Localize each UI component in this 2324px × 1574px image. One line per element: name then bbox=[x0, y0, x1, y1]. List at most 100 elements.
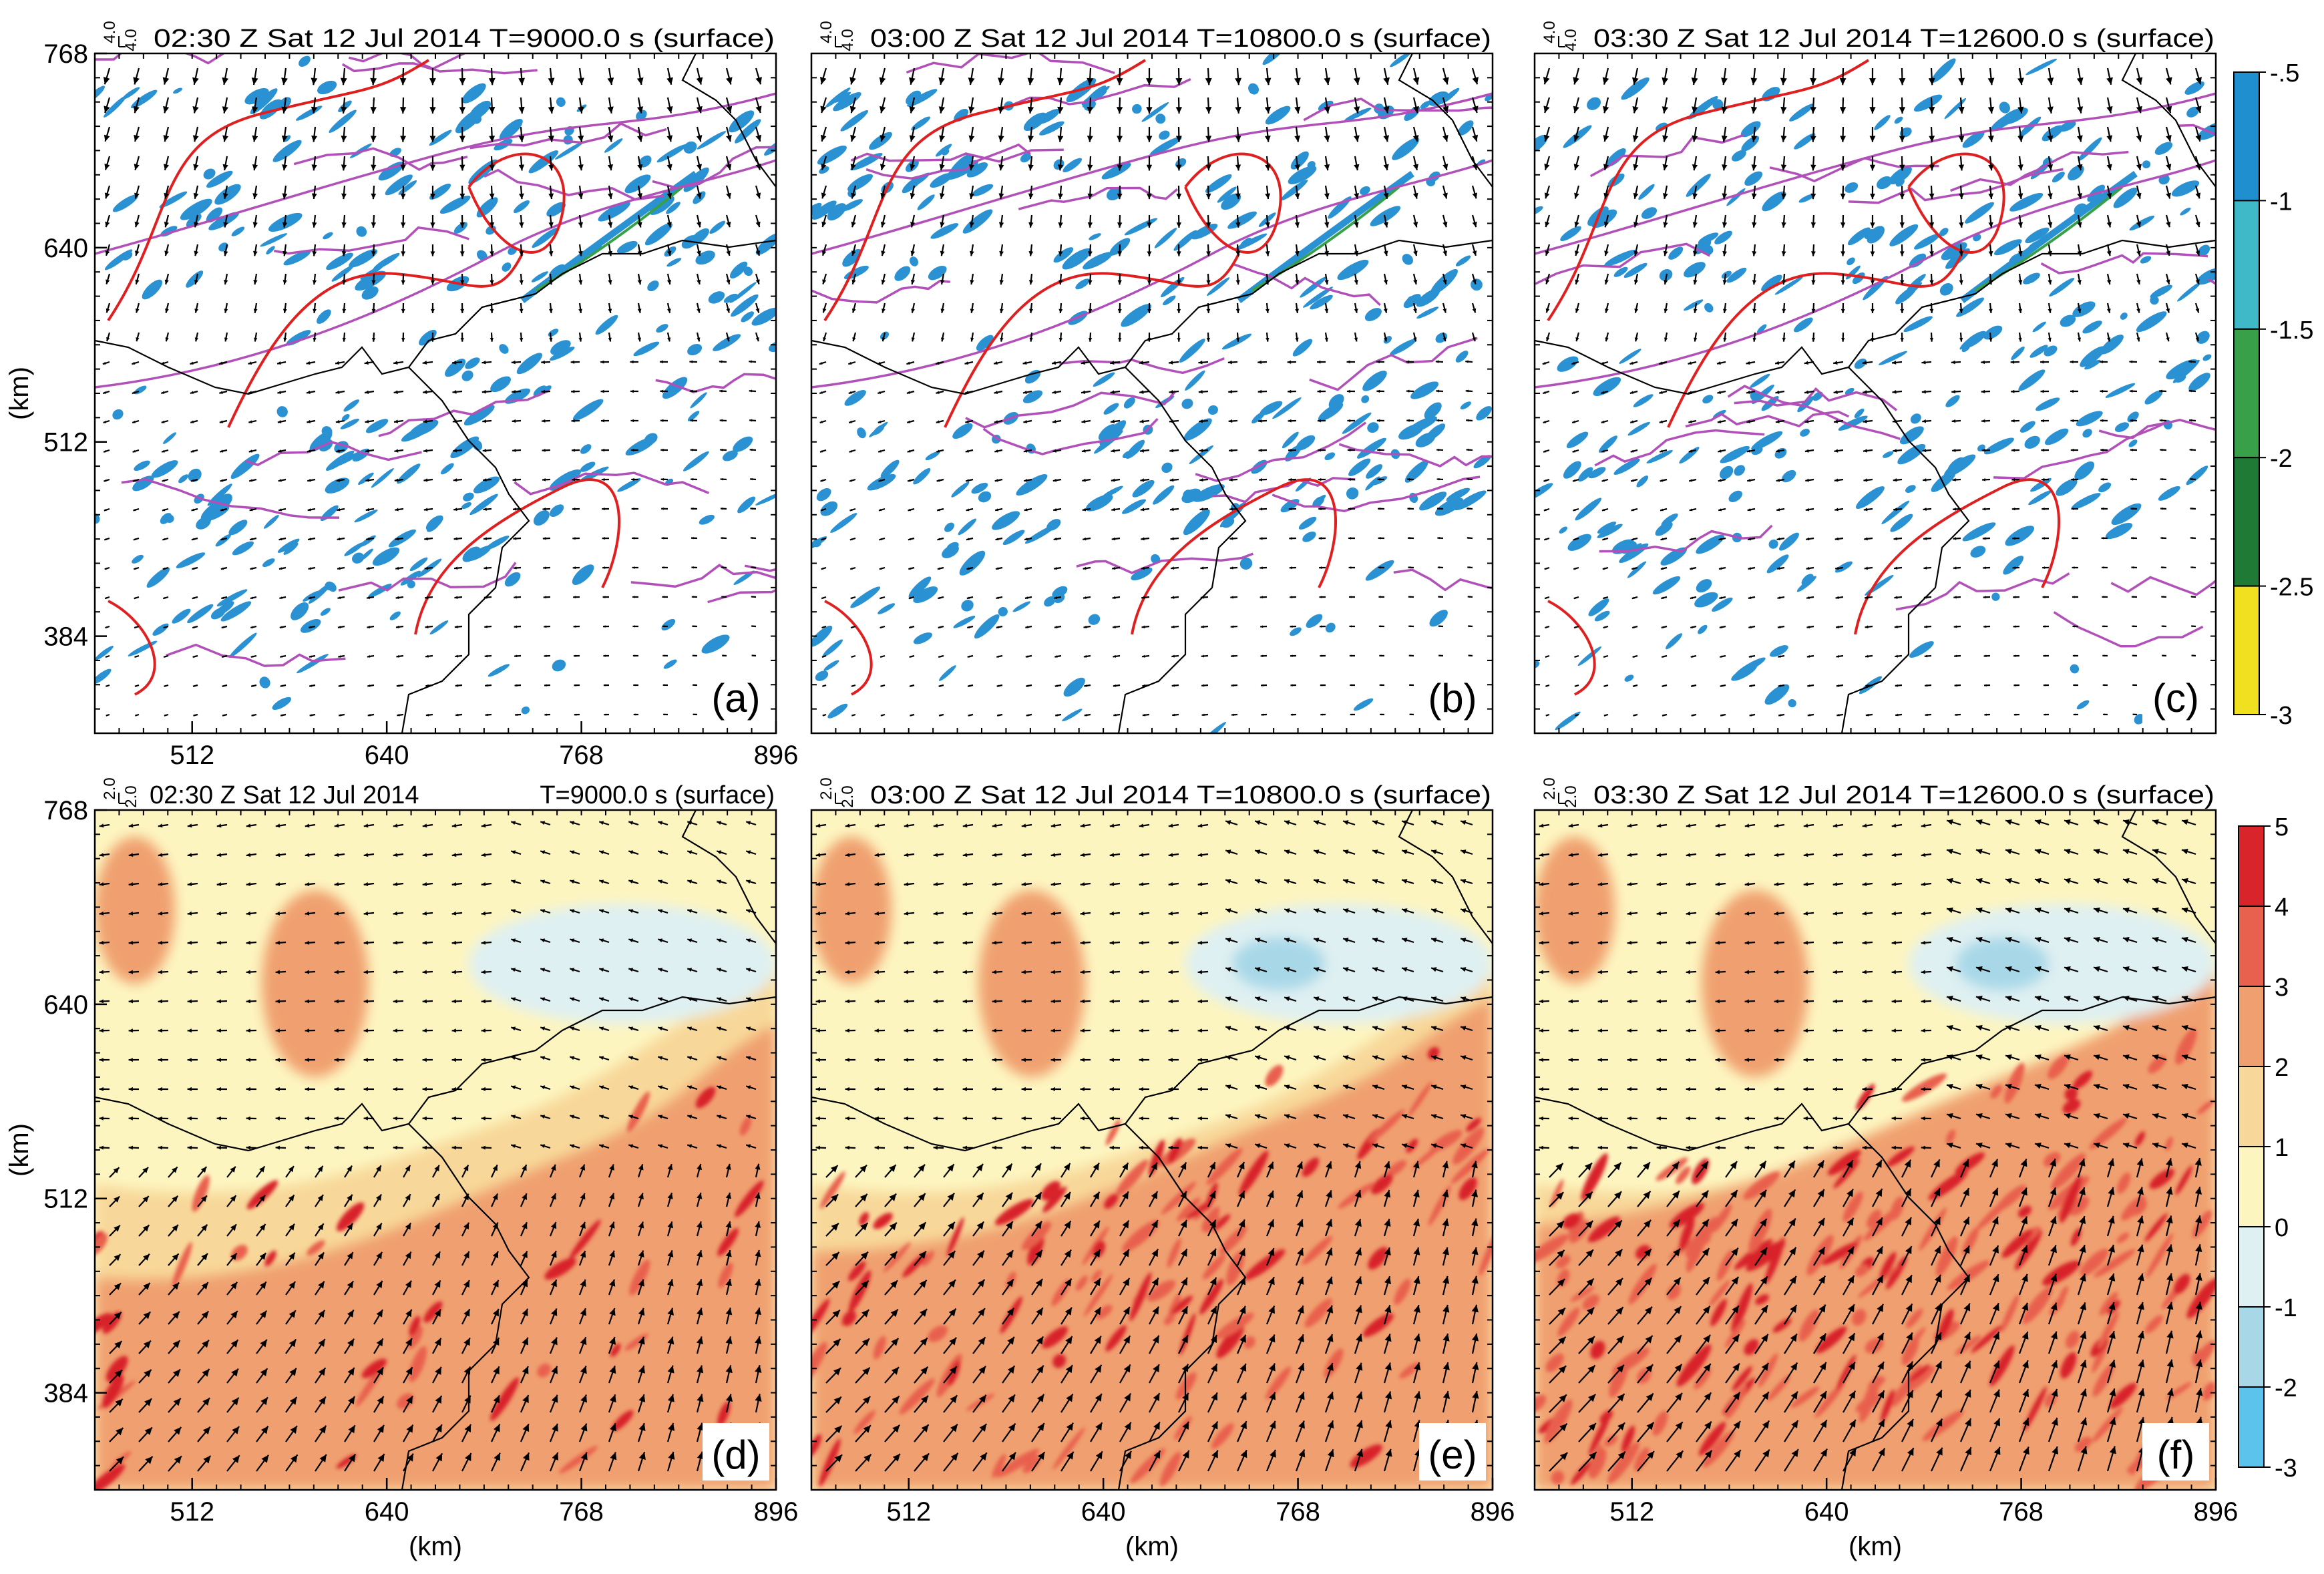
divergence-cell bbox=[1905, 485, 1916, 494]
divergence-cell bbox=[513, 200, 530, 214]
contour-purple bbox=[274, 226, 469, 255]
colorbar-bottom-label: 3 bbox=[2275, 974, 2289, 1002]
divergence-cell bbox=[1761, 274, 1782, 292]
divergence-cell bbox=[1179, 339, 1205, 363]
x-tick-label: 896 bbox=[1471, 1497, 1515, 1527]
divergence-cell bbox=[1613, 458, 1640, 475]
colorbar-bottom-label: 0 bbox=[2275, 1214, 2289, 1242]
divergence-cell bbox=[323, 232, 333, 240]
divergence-cell bbox=[1939, 228, 1949, 236]
divergence-cell bbox=[1845, 182, 1859, 193]
vector-ref-label: 4.0 bbox=[1562, 29, 1580, 51]
divergence-cell bbox=[737, 496, 756, 514]
divergence-cell bbox=[604, 138, 623, 153]
divergence-cell bbox=[878, 603, 896, 614]
divergence-cell bbox=[1183, 509, 1210, 536]
divergence-cell bbox=[713, 334, 741, 351]
divergence-cell bbox=[2186, 106, 2199, 118]
divergence-cell bbox=[1425, 423, 1446, 441]
contour-purple bbox=[1685, 410, 1850, 428]
divergence-cell bbox=[188, 468, 202, 482]
divergence-cell bbox=[176, 552, 206, 568]
divergence-cell bbox=[2056, 479, 2078, 496]
divergence-cell bbox=[1801, 574, 1814, 586]
divergence-cell bbox=[1762, 191, 1786, 212]
divergence-cell bbox=[1694, 592, 1718, 608]
divergence-cell bbox=[186, 270, 204, 288]
divergence-cell bbox=[1207, 405, 1218, 415]
panel-label-box bbox=[2142, 1423, 2209, 1481]
divergence-cell bbox=[2166, 359, 2198, 380]
divergence-cell bbox=[1731, 150, 1746, 162]
divergence-cell bbox=[1638, 184, 1655, 200]
divergence-cell bbox=[531, 271, 548, 282]
divergence-cell bbox=[1684, 262, 1706, 278]
divergence-cell bbox=[1963, 331, 1987, 349]
x-tick-label: 640 bbox=[1804, 1497, 1849, 1527]
contour-purple bbox=[293, 147, 468, 171]
divergence-cell bbox=[913, 632, 932, 644]
divergence-cell bbox=[1854, 408, 1865, 418]
divergence-cell bbox=[216, 589, 248, 607]
divergence-cell bbox=[666, 202, 681, 214]
divergence-cell bbox=[958, 518, 977, 536]
divergence-cell bbox=[206, 207, 223, 223]
contour-purple bbox=[707, 588, 776, 604]
divergence-cell bbox=[2188, 373, 2210, 391]
divergence-cell bbox=[349, 249, 378, 268]
boundary-line bbox=[681, 810, 776, 944]
divergence-cell bbox=[722, 450, 738, 461]
divergence-cell bbox=[617, 478, 641, 492]
divergence-cell bbox=[112, 409, 124, 420]
panel-label-box bbox=[703, 666, 769, 724]
divergence-cell bbox=[1566, 431, 1589, 449]
colorbar-top-label: -1 bbox=[2270, 188, 2293, 216]
divergence-cell bbox=[1131, 567, 1153, 581]
vector-ref-top: 2.0 bbox=[1541, 777, 1559, 799]
divergence-cell bbox=[397, 463, 421, 484]
divergence-cell bbox=[1588, 598, 1609, 616]
x-tick-label: 896 bbox=[754, 1497, 799, 1527]
divergence-cell bbox=[320, 608, 331, 616]
divergence-cell bbox=[2136, 311, 2167, 333]
divergence-cell bbox=[1970, 546, 1986, 558]
divergence-cell bbox=[409, 419, 439, 437]
divergence-cell bbox=[2017, 116, 2042, 138]
divergence-cell bbox=[1083, 252, 1113, 270]
divergence-cell bbox=[146, 567, 170, 588]
vector-ref-label: 2.0 bbox=[839, 785, 857, 807]
divergence-cell bbox=[504, 572, 521, 587]
divergence-cell bbox=[1613, 266, 1628, 277]
divergence-cell bbox=[2150, 284, 2172, 299]
divergence-cell bbox=[833, 92, 861, 112]
divergence-cell bbox=[220, 601, 252, 622]
divergence-cell bbox=[1288, 166, 1317, 184]
divergence-cell bbox=[1362, 370, 1387, 391]
colorbar-top-swatch bbox=[2233, 457, 2260, 587]
divergence-cell bbox=[2128, 439, 2138, 447]
boundary-line bbox=[811, 996, 1493, 1152]
divergence-cell bbox=[1751, 445, 1763, 455]
divergence-cell bbox=[998, 606, 1008, 617]
divergence-cell bbox=[2028, 490, 2052, 506]
contour-purple bbox=[2207, 278, 2216, 286]
divergence-cell bbox=[1251, 411, 1266, 424]
divergence-cell bbox=[842, 248, 862, 267]
divergence-cell bbox=[827, 703, 848, 719]
panel-label-box bbox=[2142, 666, 2209, 724]
divergence-cell bbox=[228, 520, 248, 536]
divergence-cell bbox=[1597, 522, 1617, 534]
divergence-cell bbox=[1053, 247, 1074, 263]
divergence-cell bbox=[723, 293, 738, 303]
divergence-cell bbox=[2078, 137, 2102, 162]
divergence-cell bbox=[683, 451, 709, 471]
divergence-cell bbox=[1302, 531, 1316, 542]
divergence-cell bbox=[1298, 516, 1317, 530]
contour-purple bbox=[121, 478, 340, 519]
divergence-cell bbox=[2044, 345, 2058, 357]
contour-purple bbox=[630, 564, 776, 588]
divergence-cell bbox=[1094, 430, 1123, 454]
divergence-cell bbox=[1217, 186, 1237, 203]
boundary-line bbox=[1117, 367, 1247, 733]
